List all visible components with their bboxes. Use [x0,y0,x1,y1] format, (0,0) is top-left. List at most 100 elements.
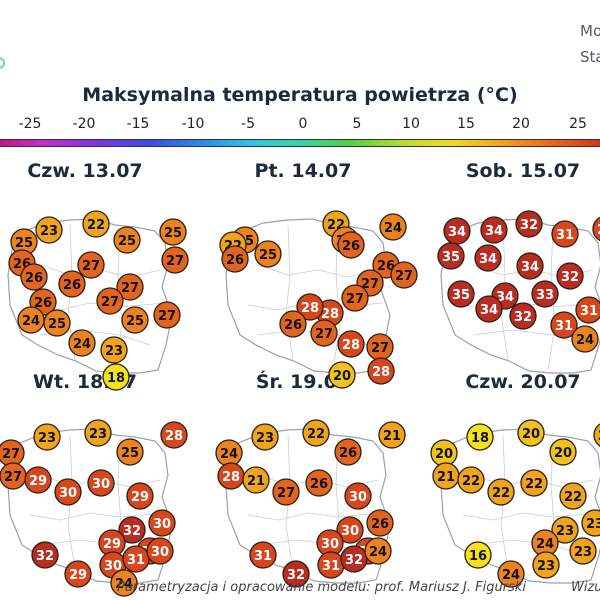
temperature-marker-circle [509,302,537,330]
scale-tick-label: -25 [18,116,42,132]
temperature-value: 22 [462,474,480,489]
temperature-value: 28 [321,307,339,322]
temperature-value: 25 [118,234,136,249]
temperature-marker: 34 [443,217,471,245]
temperature-value: 29 [29,474,47,489]
temperature-marker-circle [33,423,61,451]
temperature-value: 22 [564,490,582,505]
temperature-marker: 16 [464,541,492,569]
temperature-value: 34 [485,224,503,239]
temperature-marker-circle [337,330,365,358]
temperature-marker-circle [84,419,112,447]
temperature-value: 35 [452,288,470,303]
map-title-2: Pt. 14.07 [254,160,352,182]
temperature-marker: 27 [310,319,338,347]
temperature-marker: 34 [480,216,508,244]
temperature-value: 27 [101,295,119,310]
temperature-marker-circle [254,240,282,268]
temperature-marker-circle [272,478,300,506]
temperature-marker-circle [279,310,307,338]
temperature-value: 27 [361,277,379,292]
temperature-value: 22 [492,486,510,501]
temperature-marker-circle [466,423,494,451]
temperature-value: 32 [345,553,363,568]
temperature-marker-circle [126,482,154,510]
temperature-marker-circle [43,309,71,337]
scale-tick-label: 5 [352,116,362,132]
temperature-marker-circle [559,482,587,510]
temperature-marker-circle [31,541,59,569]
temperature-marker: 24 [17,306,45,334]
scale-tick-label: -15 [126,116,150,132]
temperature-marker: 30 [146,537,174,565]
temperature-value: 26 [342,239,360,254]
temperature-marker: 31 [249,541,277,569]
temperature-marker-circle [20,263,48,291]
temperature-marker-circle [551,220,579,248]
temperature-value: 27 [166,254,184,269]
temperature-value: 27 [346,292,364,307]
temperature-marker-circle [531,280,559,308]
temperature-value: 30 [92,477,110,492]
temperature-value: 20 [554,446,572,461]
temperature-marker-circle [296,293,324,321]
temperature-marker: 23 [35,216,63,244]
temperature-marker: 35 [447,280,475,308]
temperature-marker: 21 [593,423,600,447]
temperature-marker-circle [457,466,485,494]
temperature-value: 20 [435,447,453,462]
temperature-marker: 22 [520,469,548,497]
temperature-marker: 28 [592,216,600,242]
temperature-value: 16 [469,549,487,564]
temperature-marker-circle [249,541,277,569]
temperature-marker: 30 [54,478,82,506]
scale-tick-label: 0 [298,116,308,132]
temperature-marker: 26 [279,310,307,338]
temperature-value: 20 [333,369,351,384]
temperature-marker: 32 [515,210,543,238]
temperature-value: 28 [342,338,360,353]
temperature-marker-circle [487,478,515,506]
map-title-1: Czw. 13.07 [27,160,143,182]
temperature-marker-circle [68,329,96,357]
temperature-marker: 32 [31,541,59,569]
temperature-marker-circle [102,363,130,391]
temperature-marker-circle [221,245,249,273]
temperature-marker: 26 [221,245,249,273]
temperature-marker-circle [593,423,600,447]
temperature-marker: 26 [366,509,394,537]
temperature-marker: 25 [113,226,141,254]
temperature-value: 25 [126,314,144,329]
temperature-marker-circle [146,537,174,565]
temperature-value: 30 [59,486,77,501]
temperature-marker-circle [497,560,525,588]
temperature-marker-circle [344,482,372,510]
temperature-marker: 27 [77,251,105,279]
temperature-marker-circle [336,516,364,544]
temperature-value: 24 [536,537,554,552]
temperature-marker: 30 [344,482,372,510]
temperature-value: 32 [287,568,305,583]
temperature-marker: 24 [379,213,407,241]
temperature-marker: 25 [159,218,187,246]
temperature-marker: 24 [571,325,599,353]
temperature-value: 23 [38,431,56,446]
temperature-marker: 26 [20,263,48,291]
temperature-value: 21 [437,470,455,485]
temperature-marker: 20 [517,419,545,447]
temperature-value: 29 [103,537,121,552]
scale-tick-label: 15 [457,116,475,132]
temperature-marker: 31 [550,311,578,339]
temperature-marker-circle [64,560,92,588]
temperature-value: 25 [164,226,182,241]
temperature-marker-circle [337,231,365,259]
temperature-marker-circle [480,216,508,244]
temperature-value: 26 [377,259,395,274]
temperature-marker-circle [575,296,600,324]
temperature-colorbar [0,139,600,147]
temperature-marker-circle [379,213,407,241]
temperature-value: 26 [339,446,357,461]
temperature-value: 21 [247,474,265,489]
temperature-marker: 21 [432,462,460,490]
